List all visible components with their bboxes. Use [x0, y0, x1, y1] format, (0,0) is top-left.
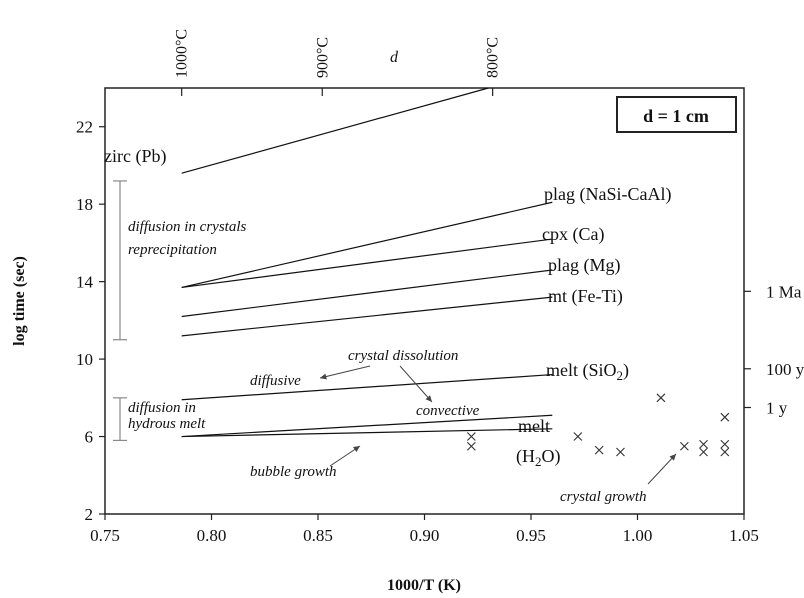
- top-tick-label: 900°C: [314, 37, 331, 78]
- x-tick-label: 0.75: [90, 526, 120, 545]
- annotation-arrow: [319, 365, 371, 380]
- x-tick-label: 0.90: [410, 526, 440, 545]
- series-line: [181, 428, 553, 438]
- annotation-text: diffusive: [250, 373, 301, 389]
- legend-box: [616, 96, 737, 133]
- series-line: [181, 87, 489, 174]
- annotation-text: crystal dissolution: [348, 348, 458, 364]
- y-tick-label: 10: [76, 350, 93, 369]
- series-line: [181, 269, 553, 318]
- cross-marker: [594, 445, 604, 455]
- arrow-shaft: [399, 365, 433, 403]
- arrow-shaft: [647, 453, 677, 485]
- cross-marker: [699, 447, 708, 457]
- series-label: melt (SiO2): [546, 360, 629, 383]
- annotation-text: diffusion in: [128, 400, 196, 416]
- arrow-head: [669, 454, 676, 461]
- cross-stroke: [466, 432, 476, 441]
- series-line: [181, 414, 553, 438]
- cross-stroke: [720, 412, 730, 422]
- series-label: (H2O): [516, 446, 561, 469]
- cross-stroke: [466, 441, 476, 451]
- arrow-head: [320, 373, 327, 380]
- x-tick-label: 0.95: [516, 526, 546, 545]
- annotation-text: diffusion in crystals: [128, 219, 247, 235]
- annotation-text: bubble growth: [250, 464, 337, 480]
- plot-frame: [104, 87, 745, 515]
- series-label: plag (NaSi-CaAl): [544, 184, 671, 205]
- annotation-arrow: [329, 445, 361, 467]
- series-labels: zirc (Pb) plag (NaSi-CaAl) cpx (Ca) plag (M…: [104, 146, 671, 469]
- cross-stroke: [594, 445, 604, 455]
- cross-marker: [679, 441, 689, 451]
- cross-marker: [466, 432, 476, 441]
- legend-box-text: d = 1 cm: [643, 106, 709, 126]
- cross-stroke: [679, 441, 689, 451]
- arrow-head: [425, 395, 432, 402]
- x-tick-label: 0.80: [197, 526, 227, 545]
- top-tick-label: 1000°C: [174, 29, 191, 78]
- cross-marker: [699, 439, 708, 449]
- arrow-shaft: [319, 365, 371, 379]
- annotation-arrow: [399, 365, 433, 403]
- series-line: [181, 296, 553, 337]
- series-label: zirc (Pb): [104, 146, 166, 167]
- y-tick-label: 2: [85, 505, 94, 524]
- top-axis-title: d: [390, 49, 399, 66]
- ranges-layer: [113, 180, 127, 442]
- series-label: melt: [518, 416, 550, 436]
- cross-marker: [720, 439, 730, 449]
- x-tick-label: 1.00: [623, 526, 653, 545]
- y-tick-label: 18: [76, 195, 93, 214]
- series-line: [181, 201, 553, 289]
- y-tick-label: 22: [76, 118, 93, 137]
- annotations-layer: diffusion in crystals reprecipitation diff…: [128, 219, 677, 505]
- x-tick-label: 1.05: [729, 526, 759, 545]
- cross-marker: [720, 412, 730, 422]
- series-label: mt (Fe-Ti): [548, 286, 623, 307]
- top-tick-label: 800°C: [485, 37, 502, 78]
- crosses-layer: [466, 393, 730, 457]
- annotation-text: crystal growth: [560, 489, 647, 505]
- cross-stroke: [656, 393, 666, 403]
- arrow-head: [353, 446, 360, 453]
- cross-stroke: [720, 447, 730, 457]
- cross-marker: [656, 393, 666, 403]
- cross-stroke: [616, 447, 625, 457]
- annotation-text: hydrous melt: [128, 416, 206, 432]
- cross-marker: [720, 447, 730, 457]
- cross-stroke: [699, 447, 708, 457]
- annotation-text: reprecipitation: [128, 242, 217, 258]
- series-label: cpx (Ca): [542, 224, 604, 245]
- x-tick-label: 0.85: [303, 526, 333, 545]
- cross-stroke: [573, 432, 583, 441]
- y-tick-label: 14: [76, 273, 94, 292]
- series-label: plag (Mg): [548, 255, 620, 276]
- cross-stroke: [699, 439, 708, 449]
- right-tick-label: 100 y: [766, 360, 804, 379]
- x-axis-label: 1000/T (K): [387, 577, 461, 594]
- cross-stroke: [720, 439, 730, 449]
- annotation-arrow: [647, 453, 677, 485]
- annotation-text: convective: [416, 403, 480, 419]
- cross-marker: [573, 432, 583, 441]
- right-tick-label: 1 Ma: [766, 282, 802, 301]
- y-tick-label: 6: [85, 428, 94, 447]
- right-tick-label: 1 y: [766, 399, 788, 418]
- ticks-layer: 0.75 0.80 0.85 0.90 0.95 1.00 1.05 2 6 10 14 18 22 10…: [76, 29, 804, 545]
- series-line: [181, 238, 553, 289]
- y-axis-label: log time (sec): [11, 256, 28, 346]
- cross-marker: [466, 441, 476, 451]
- series-lines: [181, 87, 553, 438]
- series-line: [181, 373, 553, 401]
- cross-marker: [616, 447, 625, 457]
